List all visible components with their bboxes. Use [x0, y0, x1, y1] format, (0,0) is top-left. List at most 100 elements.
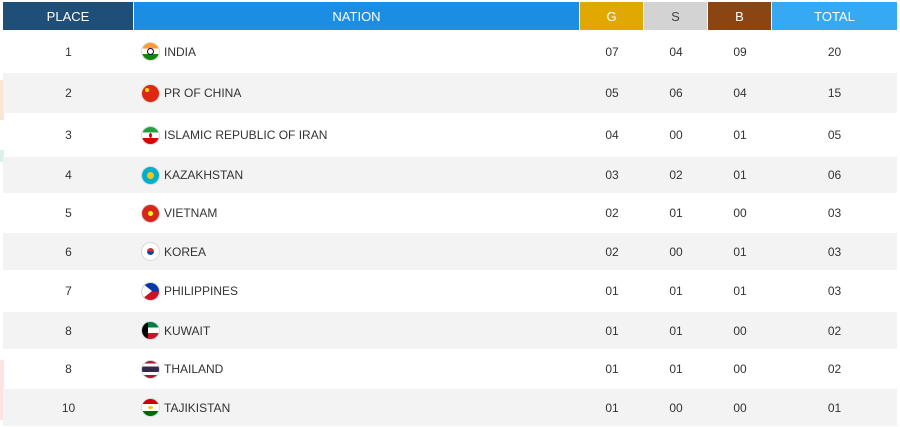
total-count-cell: 03	[827, 284, 842, 298]
edge-decoration	[0, 80, 4, 120]
bronze-count-cell: 00	[708, 389, 772, 426]
table-row[interactable]: 3 ISLAMIC REPUBLIC OF IRAN 04 00 01 05	[3, 113, 897, 157]
philippines-flag-icon	[142, 282, 159, 300]
gold-count-cell: 01	[605, 362, 619, 376]
table-row[interactable]: 8 THAILAND 01 01 00 02	[3, 349, 897, 389]
kazakhstan-flag-icon	[142, 166, 159, 184]
table-row[interactable]: 1 INDIA 07 04 09 20	[3, 30, 897, 73]
nation-name[interactable]: KUWAIT	[164, 323, 211, 338]
nation-name[interactable]: VIETNAM	[164, 206, 218, 220]
nation-name[interactable]: PHILIPPINES	[164, 284, 239, 298]
nation-cell: ISLAMIC REPUBLIC OF IRAN	[134, 113, 580, 157]
nation-cell: INDIA	[134, 30, 580, 73]
nation-name[interactable]: KOREA	[164, 244, 207, 259]
nation-name[interactable]: KAZAKHSTAN	[164, 168, 244, 182]
total-column-header[interactable]: TOTAL	[772, 2, 897, 30]
total-count-cell: 15	[772, 73, 897, 113]
nation-name[interactable]: THAILAND	[164, 362, 224, 376]
silver-count-cell: 01	[669, 206, 683, 220]
edge-decoration	[0, 360, 4, 420]
table-row[interactable]: 6 KOREA 02 00 01 03	[3, 233, 897, 270]
silver-count-cell: 04	[669, 44, 683, 59]
silver-count-cell: 01	[644, 312, 708, 349]
place-cell: 7	[65, 284, 72, 298]
bronze-count-cell: 01	[708, 233, 772, 270]
table-row[interactable]: 10 TAJIKISTAN 01 00 00 01	[3, 389, 897, 426]
nation-cell: KAZAKHSTAN	[134, 157, 580, 193]
gold-count-cell: 05	[580, 73, 644, 113]
silver-count-cell: 02	[644, 157, 708, 193]
total-count-cell: 06	[772, 157, 897, 193]
tajikistan-flag-icon	[142, 399, 159, 416]
table-row[interactable]: 8 KUWAIT 01 01 00 02	[3, 312, 897, 349]
place-cell: 8	[3, 312, 134, 349]
thailand-flag-icon	[142, 360, 159, 378]
nation-cell: PHILIPPINES	[134, 270, 580, 312]
edge-decoration	[0, 150, 4, 162]
iran-flag-icon	[142, 126, 159, 144]
silver-column-header[interactable]: S	[644, 2, 708, 30]
nation-column-header[interactable]: NATION	[134, 2, 580, 30]
nation-cell: KOREA	[134, 233, 580, 270]
gold-count-cell: 04	[605, 128, 619, 142]
bronze-count-cell: 04	[708, 73, 772, 113]
bronze-count-cell: 01	[733, 284, 747, 298]
nation-cell: VIETNAM	[134, 193, 580, 233]
bronze-count-cell: 01	[733, 128, 747, 142]
india-flag-icon	[142, 43, 159, 60]
bronze-count-cell: 00	[733, 362, 747, 376]
kuwait-flag-icon	[142, 322, 159, 339]
header-row: PLACE NATION G S B TOTAL	[3, 2, 897, 30]
silver-count-cell: 00	[669, 128, 683, 142]
bronze-column-header[interactable]: B	[708, 2, 772, 30]
total-count-cell: 20	[827, 44, 842, 59]
gold-count-cell: 01	[580, 312, 644, 349]
table-row[interactable]: 5 VIETNAM 02 01 00 03	[3, 193, 897, 233]
silver-count-cell: 00	[644, 233, 708, 270]
place-column-header[interactable]: PLACE	[3, 2, 134, 30]
nation-name[interactable]: TAJIKISTAN	[164, 400, 231, 415]
nation-cell: TAJIKISTAN	[134, 389, 580, 426]
silver-count-cell: 01	[669, 284, 683, 298]
nation-name[interactable]: PR OF CHINA	[164, 86, 242, 100]
korea-flag-icon	[142, 243, 159, 260]
nation-cell: KUWAIT	[134, 312, 580, 349]
bronze-count-cell: 00	[733, 206, 747, 220]
bronze-count-cell: 01	[708, 157, 772, 193]
silver-count-cell: 01	[669, 362, 683, 376]
bronze-count-cell: 00	[708, 312, 772, 349]
place-cell: 3	[65, 128, 72, 142]
total-count-cell: 03	[772, 233, 897, 270]
nation-cell: PR OF CHINA	[134, 73, 580, 113]
place-cell: 6	[3, 233, 134, 270]
medal-table-body: 1 INDIA 07 04 09 20 2 PR OF CHINA 05 06 04 15 3 ISLAM…	[3, 30, 897, 426]
nation-cell: THAILAND	[134, 349, 580, 389]
nation-name[interactable]: INDIA	[164, 44, 197, 59]
gold-column-header[interactable]: G	[580, 2, 644, 30]
nation-name[interactable]: ISLAMIC REPUBLIC OF IRAN	[164, 128, 328, 142]
total-count-cell: 02	[772, 312, 897, 349]
total-count-cell: 02	[827, 362, 842, 376]
place-cell: 10	[3, 389, 134, 426]
place-cell: 8	[65, 362, 72, 376]
gold-count-cell: 03	[580, 157, 644, 193]
table-row[interactable]: 4 KAZAKHSTAN 03 02 01 06	[3, 157, 897, 193]
vietnam-flag-icon	[142, 204, 159, 222]
place-cell: 2	[3, 73, 134, 113]
table-row[interactable]: 7 PHILIPPINES 01 01 01 03	[3, 270, 897, 312]
table-row[interactable]: 2 PR OF CHINA 05 06 04 15	[3, 73, 897, 113]
gold-count-cell: 02	[605, 206, 619, 220]
place-cell: 1	[65, 44, 72, 59]
place-cell: 5	[65, 206, 72, 220]
gold-count-cell: 01	[580, 389, 644, 426]
total-count-cell: 03	[827, 206, 842, 220]
silver-count-cell: 00	[644, 389, 708, 426]
gold-count-cell: 02	[580, 233, 644, 270]
bronze-count-cell: 09	[733, 44, 747, 59]
silver-count-cell: 06	[644, 73, 708, 113]
total-count-cell: 05	[827, 128, 842, 142]
medal-table: PLACE NATION G S B TOTAL 1 INDIA 07 04 09 20 2…	[3, 2, 897, 426]
china-flag-icon	[142, 84, 159, 102]
total-count-cell: 01	[772, 389, 897, 426]
gold-count-cell: 07	[605, 44, 619, 59]
